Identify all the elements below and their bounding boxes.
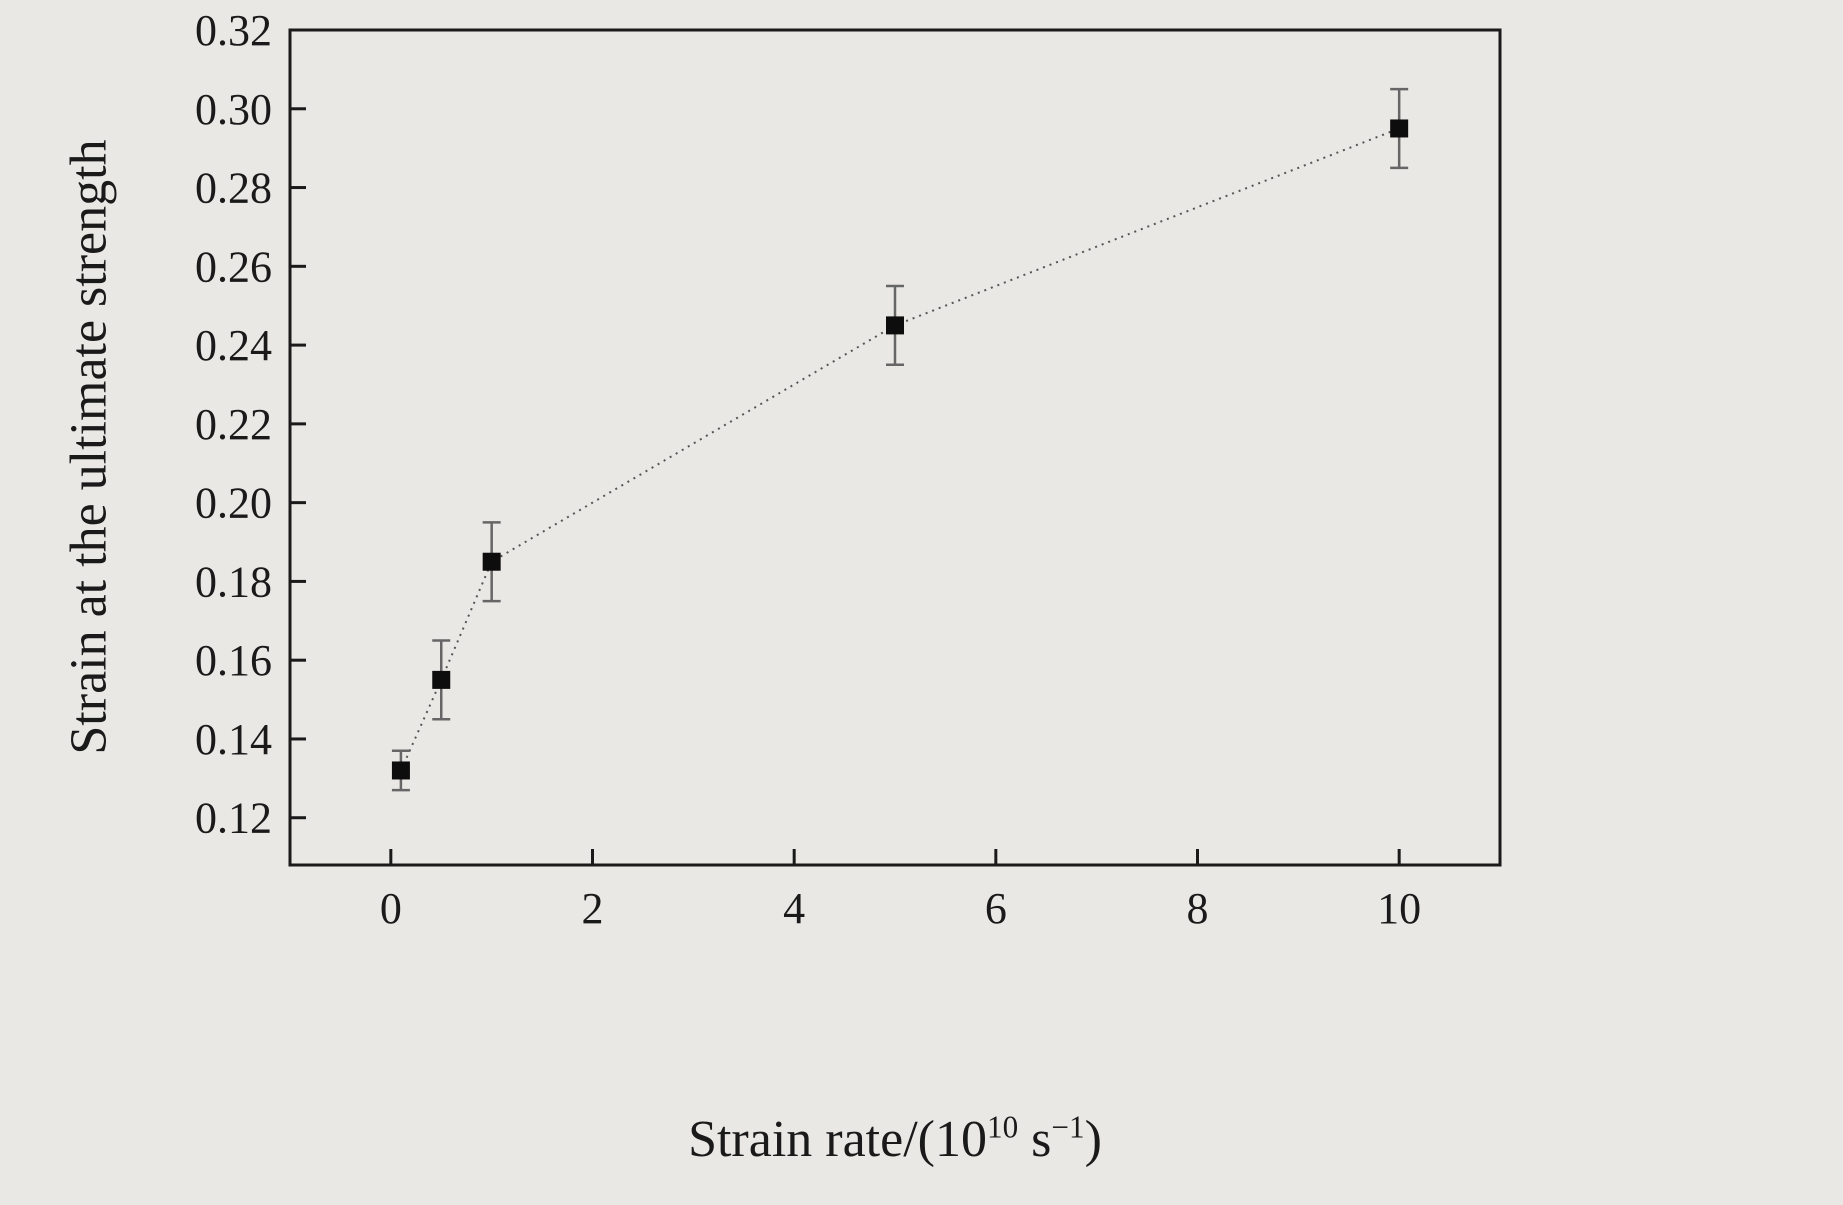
data-point-marker: [482, 552, 501, 571]
x-axis-tick-label: 2: [582, 884, 604, 933]
data-point-marker: [391, 761, 410, 780]
x-axis-title-unit: s: [1018, 1111, 1052, 1168]
x-axis-title-exponent: 10: [986, 1109, 1019, 1145]
y-axis-tick-label: 0.32: [195, 6, 272, 55]
data-point-marker: [432, 670, 451, 689]
y-axis-tick-label: 0.22: [195, 400, 272, 449]
x-axis-tick-label: 4: [783, 884, 805, 933]
x-axis-tick-label: 10: [1377, 884, 1421, 933]
x-axis-title: Strain rate/(1010 s−1): [290, 1108, 1500, 1172]
y-axis-tick-label: 0.20: [195, 479, 272, 528]
series-line: [400, 127, 1400, 771]
y-axis-tick-label: 0.24: [195, 321, 272, 370]
data-point-marker: [886, 316, 904, 335]
x-axis-title-close: ): [1084, 1111, 1102, 1168]
x-axis-title-text: Strain rate/(10: [688, 1111, 987, 1168]
x-axis-tick-label: 6: [985, 884, 1007, 933]
x-axis-tick-label: 8: [1187, 884, 1209, 933]
y-axis-tick-label: 0.30: [195, 85, 272, 134]
y-axis-title: Strain at the ultimate strength: [60, 139, 118, 755]
y-axis-tick-label: 0.28: [195, 164, 272, 213]
data-point-marker: [1390, 119, 1409, 138]
x-axis-title-unit-exponent: −1: [1051, 1109, 1085, 1145]
plot-frame: [288, 28, 1502, 867]
y-axis-tick-label: 0.26: [195, 242, 272, 291]
y-axis-tick-label: 0.14: [195, 715, 272, 764]
y-axis-tick-label: 0.18: [195, 557, 272, 606]
x-axis-tick-label: 0: [380, 884, 402, 933]
y-axis-tick-label: 0.16: [195, 636, 272, 685]
y-axis-tick-label: 0.12: [195, 794, 272, 843]
